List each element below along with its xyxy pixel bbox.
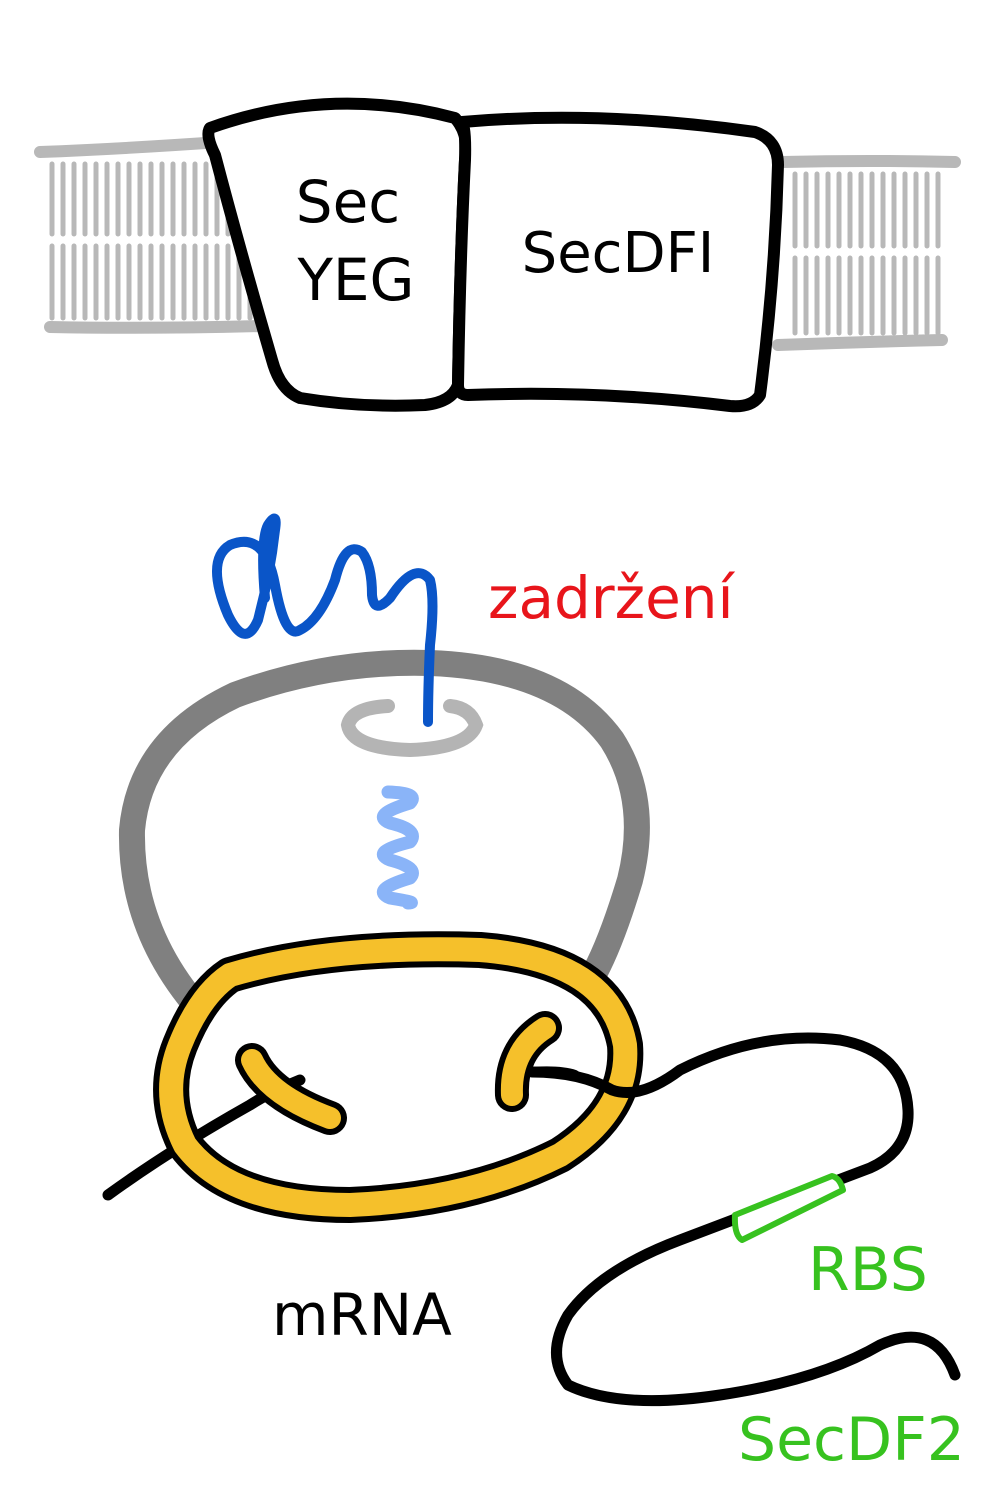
secyeg-complex: Sec YEG bbox=[202, 97, 473, 412]
trna-sites bbox=[235, 1011, 580, 1135]
secdf2-label: SecDF2 bbox=[738, 1405, 965, 1475]
nascent-helix bbox=[376, 785, 419, 910]
ribosome-small-subunit bbox=[153, 931, 644, 1223]
secdfi-label: SecDFI bbox=[522, 221, 715, 286]
nascent-chain bbox=[212, 513, 438, 727]
stalled-label: zadržení bbox=[488, 564, 736, 632]
ribosome-large-subunit bbox=[118, 649, 650, 1023]
exit-tunnel bbox=[340, 699, 484, 758]
rbs-box bbox=[731, 1173, 846, 1243]
mrna-strand bbox=[526, 1032, 961, 1407]
secyeg-label-line2: YEG bbox=[296, 246, 414, 314]
secyeg-label-line1: Sec bbox=[296, 168, 400, 236]
secdfi-complex: SecDFI bbox=[452, 111, 784, 413]
mrna-label: mRNA bbox=[272, 1281, 452, 1349]
rbs-label: RBS bbox=[808, 1235, 928, 1305]
membrane-right bbox=[772, 155, 961, 351]
